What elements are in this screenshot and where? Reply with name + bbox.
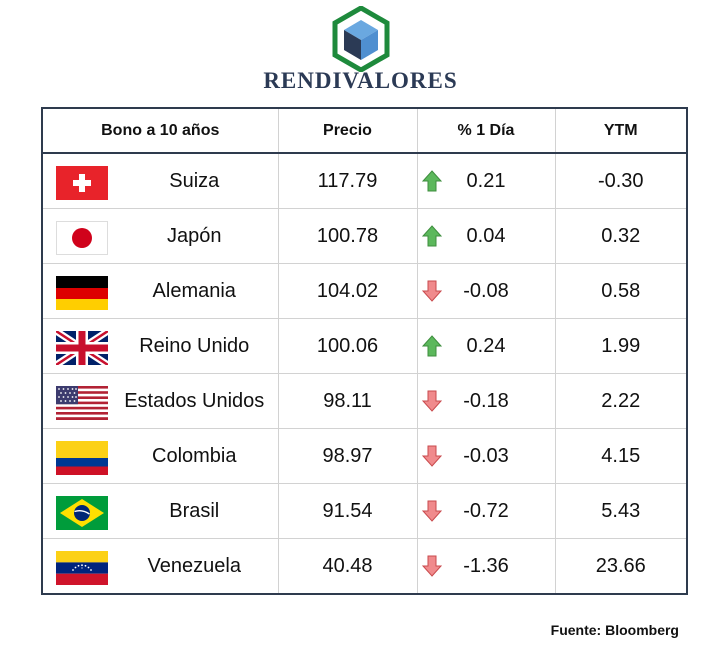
table-header-row: Bono a 10 años Precio % 1 Día YTM [42, 108, 687, 154]
change-value: -0.72 [463, 499, 509, 522]
ytm-cell: -0.30 [554, 153, 687, 209]
arrow-down-icon [421, 445, 442, 467]
ytm-cell: 5.43 [554, 483, 687, 539]
table-row: Suiza 117.79 0.21 -0.30 [42, 153, 687, 209]
table-row: Reino Unido 100.06 0.24 1.99 [42, 318, 687, 374]
price-cell: 104.02 [277, 263, 417, 319]
change-cell: -0.03 [416, 428, 555, 484]
header-change: % 1 Día [416, 108, 555, 154]
switzerland-flag-icon [56, 166, 108, 200]
source-note: Fuente: Bloomberg [550, 622, 679, 638]
country-cell: Venezuela [42, 539, 278, 595]
price-cell: 40.48 [277, 538, 417, 594]
change-cell: -1.36 [416, 538, 555, 594]
table-row: Alemania 104.02 -0.08 0.58 [42, 263, 687, 319]
price-cell: 98.97 [277, 428, 417, 484]
change-cell: -0.72 [416, 483, 555, 539]
country-cell: Alemania [42, 263, 278, 319]
change-value: 0.04 [466, 224, 506, 247]
header-bond: Bono a 10 años [42, 108, 278, 154]
price-cell: 100.06 [277, 318, 417, 374]
colombia-flag-icon [56, 441, 108, 475]
arrow-up-icon [421, 335, 442, 357]
country-cell: Estados Unidos [42, 373, 278, 429]
price-cell: 100.78 [277, 208, 417, 264]
arrow-up-icon [421, 225, 442, 247]
country-name: Colombia [152, 444, 237, 467]
change-cell: -0.08 [416, 263, 555, 319]
ytm-cell: 2.22 [554, 373, 687, 429]
change-cell: 0.04 [416, 208, 555, 264]
ytm-cell: 4.15 [554, 428, 687, 484]
country-name: Brasil [169, 499, 220, 522]
change-value: 0.21 [466, 169, 506, 192]
change-value: -0.18 [463, 389, 509, 412]
price-cell: 117.79 [277, 153, 417, 209]
header-price: Precio [277, 108, 417, 154]
ytm-cell: 1.99 [554, 318, 687, 374]
table-row: Brasil 91.54 -0.72 5.43 [42, 483, 687, 539]
country-name: Alemania [152, 279, 236, 302]
arrow-down-icon [421, 390, 442, 412]
change-cell: -0.18 [416, 373, 555, 429]
ytm-cell: 23.66 [554, 538, 687, 594]
arrow-up-icon [421, 170, 442, 192]
change-cell: 0.21 [416, 153, 555, 209]
table-row: Venezuela 40.48 -1.36 23.66 [42, 538, 687, 595]
country-name: Reino Unido [139, 334, 250, 357]
germany-flag-icon [56, 276, 108, 310]
country-cell: Brasil [42, 483, 278, 539]
table-row: Estados Unidos 98.11 -0.18 2.22 [42, 373, 687, 429]
venezuela-flag-icon [56, 551, 108, 585]
arrow-down-icon [421, 500, 442, 522]
change-value: -1.36 [463, 554, 509, 577]
price-cell: 91.54 [277, 483, 417, 539]
arrow-down-icon [421, 555, 442, 577]
change-value: -0.08 [463, 279, 509, 302]
ytm-cell: 0.58 [554, 263, 687, 319]
country-name: Estados Unidos [124, 389, 265, 412]
price-cell: 98.11 [277, 373, 417, 429]
brazil-flag-icon [56, 496, 108, 530]
country-cell: Japón [42, 208, 278, 264]
country-cell: Reino Unido [42, 318, 278, 374]
table-row: Colombia 98.97 -0.03 4.15 [42, 428, 687, 484]
country-cell: Suiza [42, 153, 278, 209]
change-value: -0.03 [463, 444, 509, 467]
bond-table: Bono a 10 años Precio % 1 Día YTM Suiza … [41, 107, 688, 595]
brand-name: RENDIVALORES [263, 68, 458, 93]
change-cell: 0.24 [416, 318, 555, 374]
country-cell: Colombia [42, 428, 278, 484]
header-ytm: YTM [554, 108, 687, 154]
country-name: Japón [167, 224, 222, 247]
arrow-down-icon [421, 280, 442, 302]
rendivalores-logo-icon [332, 6, 390, 72]
country-name: Suiza [169, 169, 220, 192]
country-name: Venezuela [147, 554, 241, 577]
united-kingdom-flag-icon [56, 331, 108, 365]
table-row: Japón 100.78 0.04 0.32 [42, 208, 687, 264]
united-states-flag-icon [56, 386, 108, 420]
ytm-cell: 0.32 [554, 208, 687, 264]
japan-flag-icon [56, 221, 108, 255]
change-value: 0.24 [466, 334, 506, 357]
